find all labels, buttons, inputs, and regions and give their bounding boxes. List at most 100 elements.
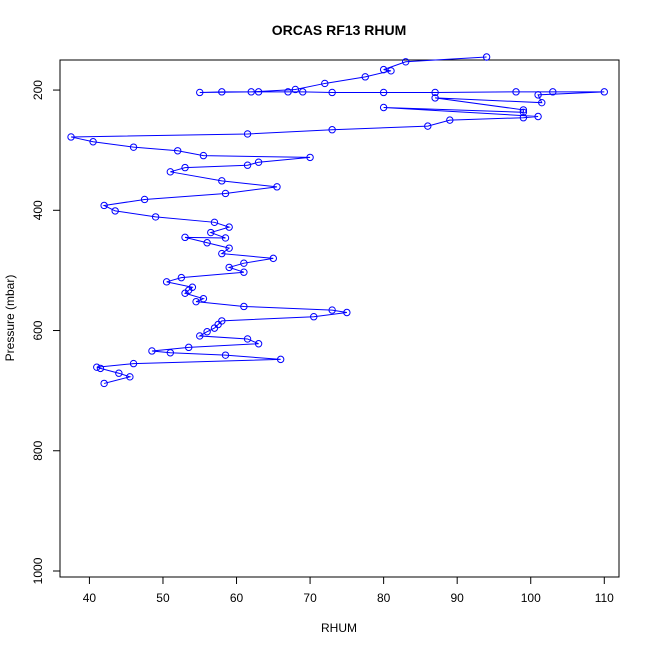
data-point — [276, 355, 285, 364]
data-point — [328, 126, 336, 134]
x-tick-label: 90 — [451, 591, 465, 605]
data-point — [273, 183, 281, 191]
data-point — [166, 349, 175, 357]
data-point — [254, 88, 263, 96]
data-point — [203, 328, 211, 336]
data-point — [291, 85, 300, 94]
x-tick-label: 60 — [230, 591, 244, 605]
data-point — [247, 88, 255, 96]
data-point — [243, 335, 252, 343]
data-point — [549, 88, 557, 96]
data-point — [225, 244, 233, 252]
data-point — [431, 88, 439, 97]
data-point — [519, 114, 528, 122]
data-point — [221, 189, 230, 198]
data-point — [401, 58, 410, 66]
data-point — [96, 364, 105, 373]
data-point — [379, 88, 388, 97]
data-point — [519, 106, 528, 114]
y-tick-label: 1000 — [31, 557, 45, 584]
data-point — [424, 122, 432, 130]
y-axis: 200 400 600 800 1000 — [31, 80, 60, 584]
data-point — [129, 143, 138, 151]
data-point — [431, 94, 439, 102]
data-point — [199, 151, 208, 160]
plot-frame — [59, 59, 620, 578]
data-point — [196, 88, 204, 97]
data-point — [115, 369, 123, 377]
data-point — [100, 201, 108, 210]
x-axis: 40 50 60 70 80 90 100 110 — [83, 577, 614, 605]
data-point — [387, 67, 395, 75]
data-point — [240, 268, 248, 276]
data-point — [148, 347, 156, 355]
data-point — [181, 233, 189, 242]
data-point — [519, 108, 528, 117]
data-point — [328, 88, 336, 97]
data-point — [240, 259, 248, 267]
y-tick-label: 800 — [31, 440, 45, 460]
series-line — [70, 56, 605, 384]
data-point — [93, 363, 101, 371]
data-point — [284, 88, 292, 96]
data-point — [269, 254, 278, 263]
data-point — [343, 308, 351, 317]
data-point — [534, 112, 542, 121]
x-tick-label: 110 — [595, 591, 614, 605]
data-point — [225, 263, 233, 272]
data-point — [203, 239, 211, 247]
data-point — [321, 79, 329, 88]
y-tick-label: 600 — [31, 320, 45, 340]
data-point — [181, 289, 189, 297]
data-point — [166, 168, 175, 176]
data-point — [512, 88, 520, 96]
data-series — [67, 53, 608, 388]
data-point — [129, 359, 138, 368]
data-point — [482, 53, 491, 61]
x-tick-label: 80 — [377, 591, 391, 605]
chart-title: ORCAS RF13 RHUM — [272, 22, 407, 38]
data-point — [240, 302, 248, 311]
data-point — [89, 138, 97, 146]
data-point — [140, 195, 149, 204]
data-point — [243, 161, 252, 169]
data-point — [446, 116, 454, 124]
data-point — [185, 343, 193, 352]
x-tick-label: 100 — [521, 591, 541, 605]
y-tick-label: 200 — [31, 80, 45, 100]
data-point — [243, 130, 252, 138]
data-point — [534, 91, 542, 99]
data-point — [306, 153, 314, 162]
x-tick-label: 50 — [156, 591, 170, 605]
data-point — [210, 324, 219, 332]
data-point — [221, 234, 230, 242]
data-point — [254, 158, 263, 166]
data-point — [210, 218, 219, 227]
y-tick-label: 400 — [31, 200, 45, 220]
data-point — [361, 73, 369, 81]
x-tick-label: 70 — [303, 591, 317, 605]
data-point — [218, 249, 226, 258]
data-point — [310, 312, 318, 321]
data-point — [218, 177, 226, 185]
data-point — [538, 98, 546, 107]
data-point — [181, 163, 189, 172]
data-point — [199, 294, 208, 303]
data-point — [221, 351, 230, 359]
data-point — [299, 88, 307, 96]
data-point — [379, 103, 388, 112]
data-point — [379, 65, 388, 74]
data-point — [126, 373, 134, 381]
data-point — [67, 133, 75, 141]
data-point — [151, 213, 160, 221]
data-point — [192, 297, 200, 306]
data-point — [207, 228, 215, 237]
data-point — [162, 278, 171, 286]
x-axis-label: RHUM — [321, 621, 357, 635]
data-point — [600, 88, 608, 96]
data-point — [111, 207, 119, 215]
data-point — [177, 273, 186, 282]
data-point — [173, 147, 182, 155]
data-point — [196, 332, 204, 340]
